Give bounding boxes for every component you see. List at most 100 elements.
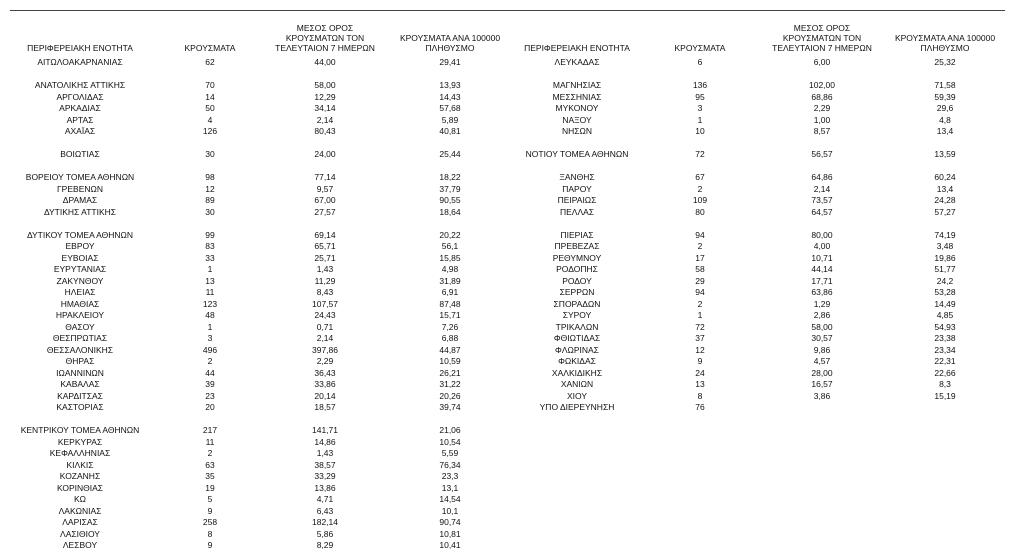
- seven-day-average: 64,86: [811, 172, 833, 182]
- region-name: ΜΑΓΝΗΣΙΑΣ: [552, 80, 602, 90]
- region-name: ΜΕΣΣΗΝΙΑΣ: [552, 91, 602, 102]
- case-count: 14: [205, 91, 215, 102]
- seven-day-average: 34,14: [314, 103, 336, 113]
- case-count: 11: [205, 287, 215, 297]
- seven-day-average: 80,00: [811, 229, 833, 240]
- region-name: ΔΡΑΜΑΣ: [62, 195, 98, 205]
- rate-per-100k: 31,22: [439, 379, 461, 389]
- case-count: 9: [207, 540, 213, 550]
- case-count: 80: [695, 206, 705, 217]
- region-name: ΦΛΩΡΙΝΑΣ: [555, 344, 599, 355]
- seven-day-average: 8,57: [813, 126, 831, 136]
- rate-per-100k: 29,41: [439, 57, 461, 67]
- case-count: 3: [207, 333, 213, 343]
- rate-per-100k: 14,54: [439, 494, 461, 504]
- seven-day-average: 33,86: [314, 379, 336, 389]
- rate-per-100k: 10,81: [439, 528, 461, 539]
- rate-per-100k: 90,55: [439, 195, 461, 205]
- column-header: ΠΕΡΙΦΕΡΕΙΑΚΗ ΕΝΟΤΗΤΑ: [27, 43, 133, 53]
- seven-day-average: 1,43: [316, 448, 334, 458]
- case-count: 8: [697, 390, 703, 401]
- case-count: 12: [695, 344, 705, 355]
- region-name: ΗΡΑΚΛΕΙΟΥ: [55, 310, 105, 320]
- case-count: 48: [205, 310, 215, 320]
- region-name: ΡΟΔΟΠΗΣ: [556, 264, 598, 274]
- region-name: ΠΕΛΛΑΣ: [559, 206, 595, 217]
- seven-day-average: 9,57: [316, 183, 334, 194]
- rate-per-100k: 60,24: [934, 172, 956, 182]
- seven-day-average: 397,86: [312, 344, 338, 355]
- case-count: 99: [205, 229, 215, 240]
- region-name: ΠΕΙΡΑΙΩΣ: [557, 195, 597, 205]
- seven-day-average: 64,57: [811, 206, 833, 217]
- case-count: 4: [207, 114, 213, 125]
- case-count: 30: [205, 206, 215, 217]
- region-name: ΚΑΒΑΛΑΣ: [60, 379, 100, 389]
- rate-per-100k: 10,1: [441, 505, 459, 516]
- region-name: ΠΡΕΒΕΖΑΣ: [554, 241, 600, 251]
- seven-day-average: 44,00: [314, 57, 336, 67]
- seven-day-average: 24,43: [314, 310, 336, 320]
- case-count: 1: [207, 321, 213, 332]
- region-name: ΠΙΕΡΙΑΣ: [560, 229, 594, 240]
- case-count: 6: [697, 57, 703, 67]
- region-name: ΜΥΚΟΝΟΥ: [555, 103, 599, 113]
- region-name: ΕΒΡΟΥ: [65, 241, 95, 251]
- region-name: ΧΑΛΚΙΔΙΚΗΣ: [551, 367, 603, 378]
- case-count: 33: [205, 252, 215, 263]
- rate-per-100k: 24,2: [936, 275, 954, 286]
- seven-day-average: 16,57: [811, 379, 833, 389]
- region-name: ΣΥΡΟΥ: [562, 310, 592, 320]
- top-rule: [10, 10, 1005, 11]
- region-name: ΛΕΣΒΟΥ: [62, 540, 98, 550]
- rate-per-100k: 20,22: [439, 229, 461, 240]
- region-name: ΘΑΣΟΥ: [65, 321, 95, 332]
- region-name: ΗΜΑΘΙΑΣ: [60, 298, 100, 309]
- rate-per-100k: 29,6: [936, 103, 954, 113]
- region-name: ΚΑΣΤΟΡΙΑΣ: [56, 402, 104, 412]
- case-count: 258: [202, 517, 218, 527]
- case-count: 44: [205, 367, 215, 378]
- case-count: 50: [205, 103, 215, 113]
- region-name: ΚΕΡΚΥΡΑΣ: [57, 436, 103, 447]
- seven-day-average: 2,14: [316, 114, 334, 125]
- region-name: ΔΥΤΙΚΟΥ ΤΟΜΕΑ ΑΘΗΝΩΝ: [26, 229, 134, 240]
- region-name: ΚΙΛΚΙΣ: [66, 459, 94, 470]
- case-count: 70: [205, 80, 215, 90]
- rate-per-100k: 14,49: [934, 298, 956, 309]
- case-count: 1: [697, 310, 703, 320]
- rate-per-100k: 25,44: [439, 149, 461, 159]
- case-count: 67: [695, 172, 705, 182]
- case-count: 24: [695, 367, 705, 378]
- case-count: 95: [695, 91, 705, 102]
- case-count: 89: [205, 195, 215, 205]
- region-name: ΡΟΔΟΥ: [562, 275, 592, 286]
- seven-day-average: 4,57: [813, 356, 831, 366]
- case-count: 17: [695, 252, 705, 263]
- case-count: 94: [695, 229, 705, 240]
- case-count: 94: [695, 287, 705, 297]
- rate-per-100k: 7,26: [441, 321, 459, 332]
- seven-day-average: 8,29: [316, 540, 334, 550]
- rate-per-100k: 6,88: [441, 333, 459, 343]
- case-count: 123: [202, 298, 218, 309]
- column-header: ΚΡΟΥΣΜΑΤΑ ΑΝΑ 100000 ΠΛΗΘΥΣΜΟ: [894, 33, 996, 53]
- seven-day-average: 1,00: [813, 114, 831, 125]
- region-name: ΑΝΑΤΟΛΙΚΗΣ ΑΤΤΙΚΗΣ: [34, 80, 126, 90]
- rate-per-100k: 57,27: [934, 206, 956, 217]
- rate-per-100k: 14,43: [439, 91, 461, 102]
- case-count: 20: [205, 402, 215, 412]
- region-name: ΖΑΚΥΝΘΟΥ: [56, 275, 104, 286]
- case-count: 8: [207, 528, 213, 539]
- region-name: ΑΧΑΪΑΣ: [64, 126, 96, 136]
- seven-day-average: 4,71: [316, 494, 334, 504]
- seven-day-average: 20,14: [314, 390, 336, 401]
- region-name: ΦΘΙΩΤΙΔΑΣ: [553, 333, 601, 343]
- seven-day-average: 12,29: [314, 91, 336, 102]
- region-name: ΦΩΚΙΔΑΣ: [558, 356, 596, 366]
- region-name: ΔΥΤΙΚΗΣ ΑΤΤΙΚΗΣ: [43, 206, 117, 217]
- case-count: 30: [205, 149, 215, 159]
- seven-day-average: 73,57: [811, 195, 833, 205]
- seven-day-average: 36,43: [314, 367, 336, 378]
- seven-day-average: 0,71: [316, 321, 334, 332]
